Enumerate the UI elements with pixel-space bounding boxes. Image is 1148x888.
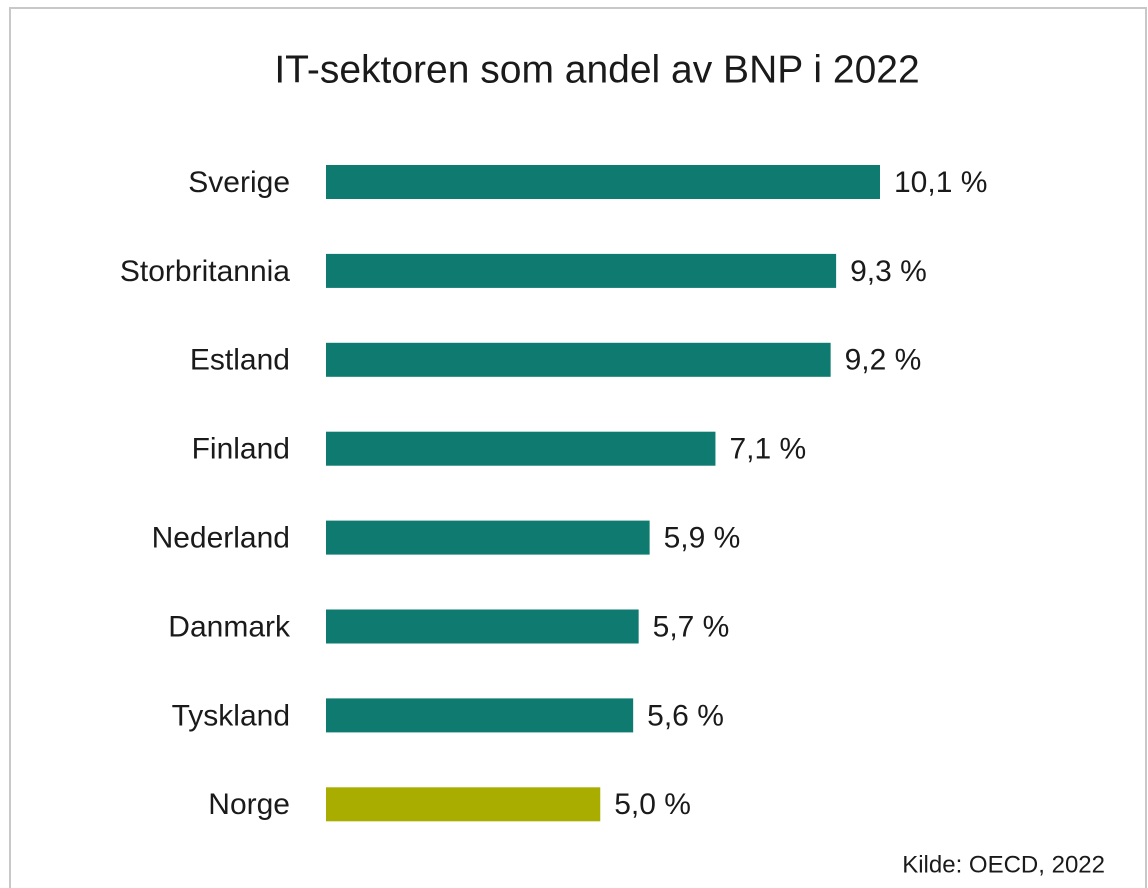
category-label: Estland bbox=[190, 344, 290, 377]
bar bbox=[326, 520, 650, 555]
category-label: Finland bbox=[192, 433, 290, 466]
category-label: Danmark bbox=[168, 610, 291, 643]
value-label: 10,1 % bbox=[894, 166, 987, 199]
bar bbox=[326, 342, 831, 377]
value-label: 7,1 % bbox=[729, 433, 806, 466]
value-label: 5,6 % bbox=[647, 699, 724, 732]
category-label: Storbritannia bbox=[120, 255, 290, 288]
bar bbox=[326, 431, 716, 466]
category-label: Nederland bbox=[152, 522, 290, 555]
value-label: 5,9 % bbox=[664, 522, 741, 555]
bar bbox=[326, 165, 880, 199]
value-label: 5,0 % bbox=[614, 788, 691, 821]
bar bbox=[326, 253, 837, 288]
bar bbox=[326, 609, 639, 644]
chart-title: IT-sektoren som andel av BNP i 2022 bbox=[274, 48, 919, 91]
category-label: Norge bbox=[208, 788, 290, 821]
source: Kilde: OECD, 2022 bbox=[902, 851, 1105, 878]
value-label: 5,7 % bbox=[653, 610, 730, 643]
bar bbox=[326, 787, 601, 822]
category-label: Sverige bbox=[188, 166, 290, 199]
value-label: 9,2 % bbox=[845, 344, 922, 377]
frame bbox=[9, 7, 1147, 888]
value-label: 9,3 % bbox=[850, 255, 927, 288]
bar bbox=[326, 698, 634, 733]
category-label: Tyskland bbox=[172, 699, 290, 732]
